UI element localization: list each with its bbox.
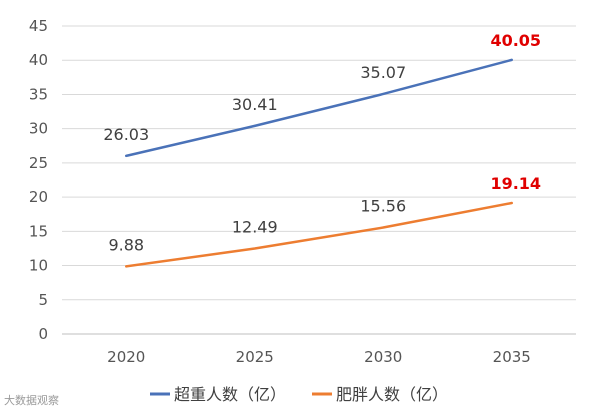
x-tick-label: 2025 [236,348,274,366]
legend-label: 肥胖人数（亿） [336,385,448,404]
y-tick-label: 20 [29,188,48,206]
data-label: 15.56 [360,197,406,216]
series-line-2 [125,201,513,268]
y-tick-label: 0 [38,325,48,343]
y-tick-label: 25 [29,154,48,172]
y-tick-label: 45 [29,17,48,35]
x-tick-label: 2035 [493,348,531,366]
series-lines [125,58,513,268]
data-label: 40.05 [490,31,541,50]
data-label: 12.49 [232,218,278,237]
legend-label: 超重人数（亿） [174,385,286,404]
data-label: 26.03 [103,125,149,144]
x-tick-label: 2020 [107,348,145,366]
y-tick-label: 10 [29,257,48,275]
y-tick-label: 30 [29,120,48,138]
y-tick-label: 35 [29,85,48,103]
x-axis-ticks: 2020 2025 2030 2035 [107,348,531,366]
y-tick-label: 5 [38,291,48,309]
x-tick-label: 2030 [364,348,402,366]
gridlines [62,25,576,335]
legend: 超重人数（亿） 肥胖人数（亿） [150,385,448,404]
watermark-text: 大数据观察 [4,394,59,407]
data-label: 9.88 [108,235,144,254]
y-tick-label: 15 [29,222,48,240]
data-label: 35.07 [360,63,406,82]
y-axis-ticks: 0 5 10 15 20 25 30 35 40 45 [29,17,48,343]
series-line-1 [125,58,513,158]
y-tick-label: 40 [29,51,48,69]
data-labels: 26.03 30.41 35.07 40.05 9.88 12.49 15.56 19.14 [103,31,541,254]
data-label: 30.41 [232,95,278,114]
data-label: 19.14 [490,174,541,193]
